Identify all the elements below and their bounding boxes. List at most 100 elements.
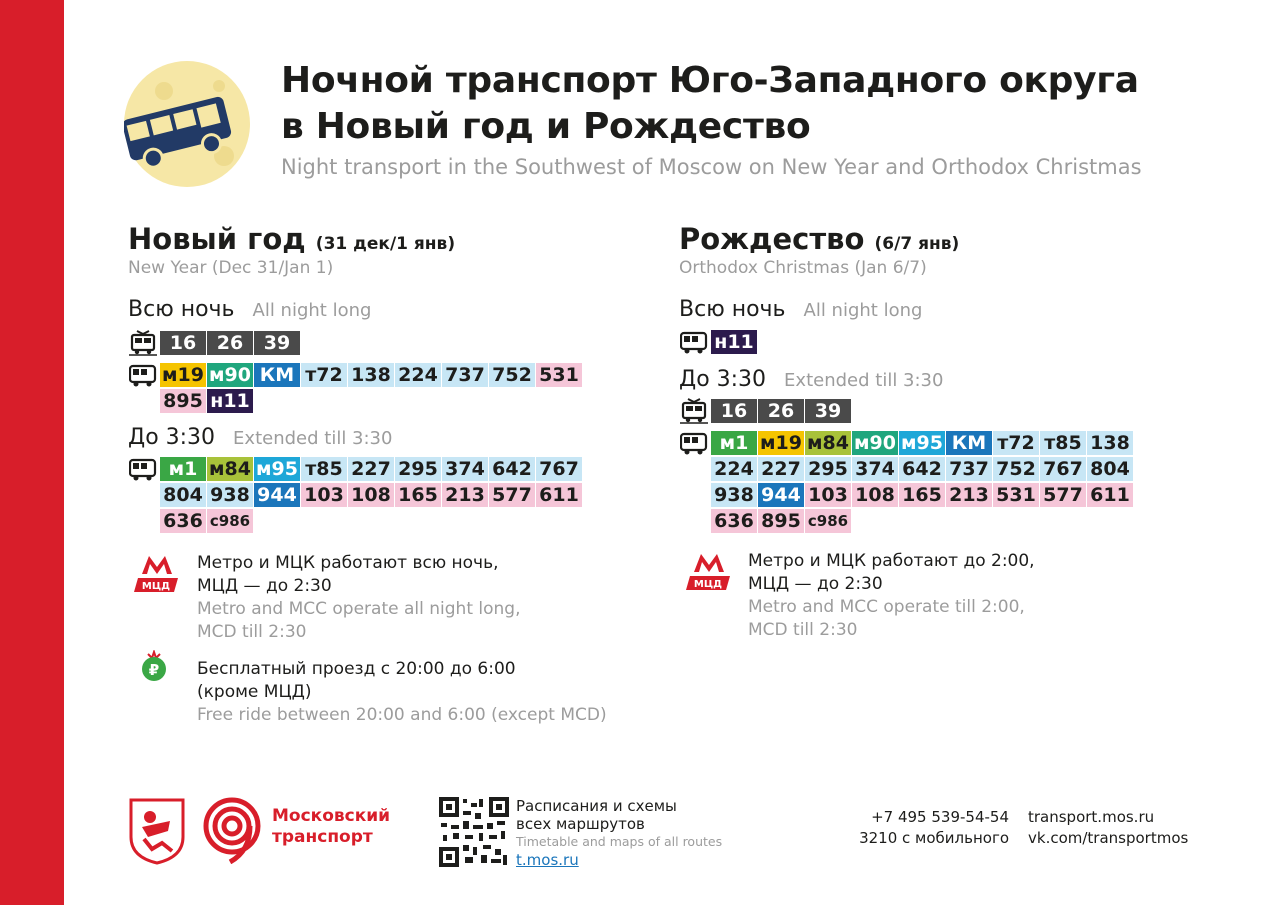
contact-phone: +7 495 539-54-54 3210 с мобильного xyxy=(859,808,1009,847)
route-chip: 26 xyxy=(207,331,253,355)
route-chip: 944 xyxy=(758,483,804,507)
route-chip: КМ xyxy=(946,431,992,455)
red-side-bar xyxy=(0,0,64,905)
route-chip: м1 xyxy=(711,431,757,455)
new-year-all-night-label: Всю ночь All night long xyxy=(128,297,372,322)
route-chip: 138 xyxy=(1087,431,1133,455)
new-year-heading-en: New Year (Dec 31/Jan 1) xyxy=(128,258,334,278)
title-line-2: в Новый год и Рождество xyxy=(281,106,811,147)
route-chip: м84 xyxy=(207,457,253,481)
route-chip: 895 xyxy=(160,389,206,413)
new-year-heading: Новый год (31 дек/1 янв) xyxy=(128,222,456,256)
route-chip: н11 xyxy=(207,389,253,413)
bus-icon xyxy=(129,458,157,481)
route-chip: м19 xyxy=(160,363,206,387)
route-chip: 39 xyxy=(254,331,300,355)
route-chip: 636 xyxy=(711,509,757,533)
bus-icon xyxy=(680,432,708,455)
route-chip: 295 xyxy=(805,457,851,481)
route-chip: 103 xyxy=(301,483,347,507)
new-year-column: Новый год (31 дек/1 янв) New Year (Dec 3… xyxy=(128,222,648,278)
moscow-coat-of-arms-icon xyxy=(129,798,185,865)
free-ride-icon: ₽ xyxy=(142,650,166,681)
route-chip: 39 xyxy=(805,399,851,423)
route-chip: 767 xyxy=(1040,457,1086,481)
route-chip: 767 xyxy=(536,457,582,481)
bus-icon xyxy=(680,331,708,354)
route-chip: КМ xyxy=(254,363,300,387)
new-year-metro-note: Метро и МЦК работают всю ночь, МЦД — до … xyxy=(197,553,521,642)
route-chip: 611 xyxy=(1087,483,1133,507)
svg-text:₽: ₽ xyxy=(149,661,159,679)
svg-text:МЦД: МЦД xyxy=(142,581,170,592)
route-chip: т85 xyxy=(1040,431,1086,455)
route-chip: 577 xyxy=(489,483,535,507)
route-chip: 938 xyxy=(207,483,253,507)
christmas-column: Рождество (6/7 янв) Orthodox Christmas (… xyxy=(679,222,1199,278)
route-chip: 531 xyxy=(536,363,582,387)
route-chip: 16 xyxy=(160,331,206,355)
route-chip: 26 xyxy=(758,399,804,423)
route-chip: т85 xyxy=(301,457,347,481)
site-link[interactable]: transport.mos.ru xyxy=(1028,808,1155,826)
free-ride-note: Бесплатный проезд с 20:00 до 6:00 (кроме… xyxy=(197,659,607,725)
metro-mcd-logo: МЦД xyxy=(134,556,178,592)
qr-link[interactable]: t.mos.ru xyxy=(516,851,579,869)
route-chip: м19 xyxy=(758,431,804,455)
route-chip: 737 xyxy=(946,457,992,481)
route-chip: 752 xyxy=(489,363,535,387)
christmas-all-night-label: Всю ночь All night long xyxy=(679,297,923,322)
route-chip: м90 xyxy=(852,431,898,455)
route-chip: 224 xyxy=(711,457,757,481)
moscow-transport-logo-icon xyxy=(203,797,261,864)
route-chip: 944 xyxy=(254,483,300,507)
route-chip: 938 xyxy=(711,483,757,507)
route-chip: с986 xyxy=(805,509,851,533)
route-chip: м1 xyxy=(160,457,206,481)
route-chip: с986 xyxy=(207,509,253,533)
route-chip: м90 xyxy=(207,363,253,387)
svg-text:МЦД: МЦД xyxy=(694,579,722,590)
vk-link[interactable]: vk.com/transportmos xyxy=(1028,829,1189,847)
route-chip: 165 xyxy=(899,483,945,507)
tram-icon xyxy=(129,330,157,356)
route-chip: 227 xyxy=(758,457,804,481)
route-chip: 374 xyxy=(852,457,898,481)
title-line-1: Ночной транспорт Юго-Западного округа xyxy=(281,60,1139,101)
route-chip: 224 xyxy=(395,363,441,387)
bus-icon xyxy=(129,364,157,387)
new-year-till-label: До 3:30 Extended till 3:30 xyxy=(128,425,393,450)
route-chip: н11 xyxy=(711,330,757,354)
page-title: Ночной транспорт Юго-Западного округа в … xyxy=(281,58,1139,150)
page-subtitle: Night transport in the Southwest of Mosc… xyxy=(281,155,1142,179)
route-chip: 213 xyxy=(442,483,488,507)
route-chip: 895 xyxy=(758,509,804,533)
route-chip: 577 xyxy=(1040,483,1086,507)
metro-mcd-logo: МЦД xyxy=(686,554,730,590)
route-chip: 374 xyxy=(442,457,488,481)
route-chip: 295 xyxy=(395,457,441,481)
route-chip: 737 xyxy=(442,363,488,387)
route-chip: 16 xyxy=(711,399,757,423)
route-chip: 213 xyxy=(946,483,992,507)
route-chip: 804 xyxy=(160,483,206,507)
route-chip: 103 xyxy=(805,483,851,507)
christmas-metro-note: Метро и МЦК работают до 2:00, МЦД — до 2… xyxy=(748,551,1035,640)
qr-code-icon xyxy=(439,797,509,867)
christmas-till-label: До 3:30 Extended till 3:30 xyxy=(679,367,944,392)
route-chip: 227 xyxy=(348,457,394,481)
route-chip: т72 xyxy=(993,431,1039,455)
route-chip: 108 xyxy=(852,483,898,507)
route-chip: 804 xyxy=(1087,457,1133,481)
route-chip: 531 xyxy=(993,483,1039,507)
christmas-heading: Рождество (6/7 янв) xyxy=(679,222,960,256)
route-chip: 138 xyxy=(348,363,394,387)
route-chip: м95 xyxy=(899,431,945,455)
qr-caption: Расписания и схемы всех маршрутов Timeta… xyxy=(516,797,723,849)
route-chip: 611 xyxy=(536,483,582,507)
route-chip: 108 xyxy=(348,483,394,507)
route-chip: 636 xyxy=(160,509,206,533)
christmas-heading-en: Orthodox Christmas (Jan 6/7) xyxy=(679,258,927,278)
route-chip: т72 xyxy=(301,363,347,387)
brand-name: Московский транспорт xyxy=(272,806,391,847)
